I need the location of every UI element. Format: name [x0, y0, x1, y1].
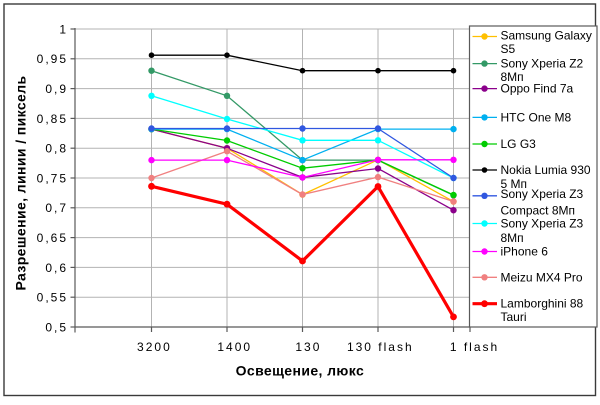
svg-text:Compact 8Мп: Compact 8Мп	[501, 204, 576, 218]
svg-text:1400: 1400	[217, 340, 252, 354]
svg-text:3200: 3200	[137, 340, 172, 354]
svg-text:0,6: 0,6	[45, 261, 68, 275]
svg-text:0,65: 0,65	[37, 231, 68, 245]
svg-text:S5: S5	[501, 42, 516, 56]
svg-text:0,75: 0,75	[37, 171, 68, 185]
svg-text:Nokia Lumia 930: Nokia Lumia 930	[501, 163, 591, 177]
svg-text:0,8: 0,8	[45, 142, 68, 156]
svg-text:0,9: 0,9	[45, 82, 68, 96]
svg-text:8Мп: 8Мп	[501, 231, 524, 245]
svg-text:1 flash: 1 flash	[450, 340, 499, 354]
svg-text:130 flash: 130 flash	[347, 340, 414, 354]
svg-text:HTC One M8: HTC One M8	[501, 110, 572, 124]
svg-text:LG G3: LG G3	[501, 137, 537, 151]
svg-text:Oppo Find 7a: Oppo Find 7a	[501, 82, 574, 96]
svg-text:0,7: 0,7	[45, 201, 68, 215]
svg-text:8Мп: 8Мп	[501, 70, 524, 84]
svg-text:iPhone 6: iPhone 6	[501, 245, 549, 259]
svg-text:130: 130	[295, 340, 321, 354]
svg-text:0,55: 0,55	[37, 291, 68, 305]
svg-text:Meizu MX4 Pro: Meizu MX4 Pro	[501, 270, 583, 284]
svg-text:5 Мп: 5 Мп	[501, 177, 528, 191]
svg-text:0,95: 0,95	[37, 52, 68, 66]
svg-text:Sony Xperia Z2: Sony Xperia Z2	[501, 57, 584, 71]
svg-text:Sony Xperia Z3: Sony Xperia Z3	[501, 217, 584, 231]
svg-text:Tauri: Tauri	[501, 310, 527, 324]
svg-text:Sony Xperia Z3: Sony Xperia Z3	[501, 187, 584, 201]
svg-text:0,85: 0,85	[37, 112, 68, 126]
svg-text:Освещение, люкс: Освещение, люкс	[236, 363, 365, 379]
svg-text:Samsung Galaxy: Samsung Galaxy	[501, 29, 592, 43]
svg-text:Lamborghini 88: Lamborghini 88	[501, 297, 584, 311]
svg-text:0,5: 0,5	[45, 320, 68, 334]
svg-text:1: 1	[59, 22, 68, 36]
svg-text:Разрешение, линии / пиксель: Разрешение, линии / пиксель	[13, 75, 29, 290]
